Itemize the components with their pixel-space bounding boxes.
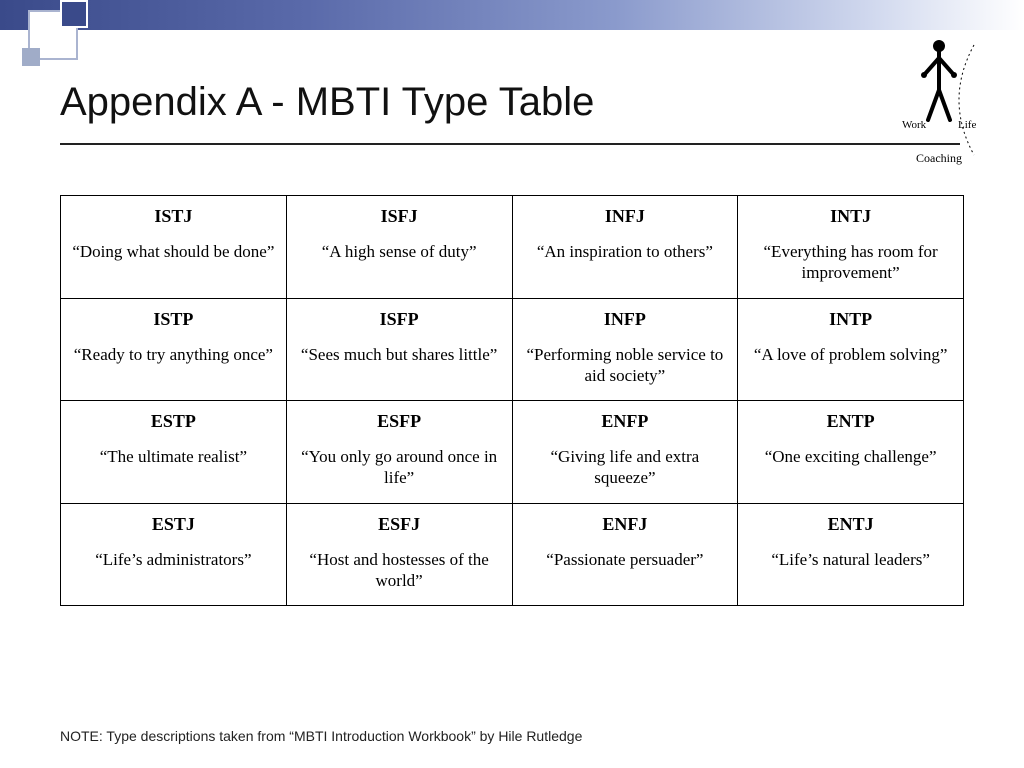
table-body: ISTJ “Doing what should be done” ISFJ “A hi…	[61, 196, 964, 606]
type-code: ENTJ	[748, 514, 953, 535]
title-underline	[60, 143, 960, 145]
table-row: ESTJ “Life’s administrators” ESFJ “Host and…	[61, 503, 964, 606]
type-code: ENTP	[748, 411, 953, 432]
type-code: INTP	[748, 309, 953, 330]
type-description: “Passionate persuader”	[523, 549, 728, 570]
type-code: ESFP	[297, 411, 502, 432]
type-description: “An inspiration to others”	[523, 241, 728, 262]
type-cell: INTJ “Everything has room for improvement…	[738, 196, 964, 299]
type-code: INTJ	[748, 206, 953, 227]
type-cell: INTP “A love of problem solving”	[738, 298, 964, 401]
logo-work-text: Work	[902, 119, 927, 131]
type-code: ISTP	[71, 309, 276, 330]
type-code: ISFJ	[297, 206, 502, 227]
type-description: “Performing noble service to aid society…	[523, 344, 728, 387]
type-description: “You only go around once in life”	[297, 446, 502, 489]
type-description: “Sees much but shares little”	[297, 344, 502, 365]
type-cell: ISTP “Ready to try anything once”	[61, 298, 287, 401]
type-cell: INFP “Performing noble service to aid soc…	[512, 298, 738, 401]
table-row: ISTP “Ready to try anything once” ISFP “See…	[61, 298, 964, 401]
type-code: ESFJ	[297, 514, 502, 535]
type-description: “Ready to try anything once”	[71, 344, 276, 365]
work-life-coaching-logo: Work Life Coaching	[884, 30, 994, 170]
type-code: ESTJ	[71, 514, 276, 535]
type-description: “A high sense of duty”	[297, 241, 502, 262]
type-code: ISTJ	[71, 206, 276, 227]
type-description: “One exciting challenge”	[748, 446, 953, 467]
type-cell: ENTP “One exciting challenge”	[738, 401, 964, 504]
type-cell: ENFP “Giving life and extra squeeze”	[512, 401, 738, 504]
logo-life-text: Life	[958, 119, 976, 131]
type-code: INFJ	[523, 206, 728, 227]
mbti-type-table: ISTJ “Doing what should be done” ISFJ “A hi…	[60, 195, 964, 606]
logo-coaching-text: Coaching	[916, 151, 962, 165]
type-cell: ESFJ “Host and hostesses of the world”	[286, 503, 512, 606]
type-description: “Life’s natural leaders”	[748, 549, 953, 570]
type-cell: ESFP “You only go around once in life”	[286, 401, 512, 504]
footnote-text: NOTE: Type descriptions taken from “MBTI…	[60, 728, 582, 744]
type-code: INFP	[523, 309, 728, 330]
type-code: ENFP	[523, 411, 728, 432]
decorative-top-band	[0, 0, 1024, 30]
type-description: “Giving life and extra squeeze”	[523, 446, 728, 489]
type-cell: ISFP “Sees much but shares little”	[286, 298, 512, 401]
type-description: “Life’s administrators”	[71, 549, 276, 570]
decorative-corner-icon	[28, 10, 78, 60]
type-description: “Everything has room for improvement”	[748, 241, 953, 284]
type-cell: ISFJ “A high sense of duty”	[286, 196, 512, 299]
type-cell: ISTJ “Doing what should be done”	[61, 196, 287, 299]
type-cell: ENTJ “Life’s natural leaders”	[738, 503, 964, 606]
table-row: ESTP “The ultimate realist” ESFP “You only …	[61, 401, 964, 504]
type-cell: ESTJ “Life’s administrators”	[61, 503, 287, 606]
type-cell: ESTP “The ultimate realist”	[61, 401, 287, 504]
type-description: “The ultimate realist”	[71, 446, 276, 467]
type-description: “A love of problem solving”	[748, 344, 953, 365]
type-description: “Host and hostesses of the world”	[297, 549, 502, 592]
type-cell: ENFJ “Passionate persuader”	[512, 503, 738, 606]
type-code: ESTP	[71, 411, 276, 432]
page-title: Appendix A - MBTI Type Table	[60, 80, 1024, 125]
type-description: “Doing what should be done”	[71, 241, 276, 262]
type-code: ISFP	[297, 309, 502, 330]
table-row: ISTJ “Doing what should be done” ISFJ “A hi…	[61, 196, 964, 299]
type-cell: INFJ “An inspiration to others”	[512, 196, 738, 299]
type-code: ENFJ	[523, 514, 728, 535]
